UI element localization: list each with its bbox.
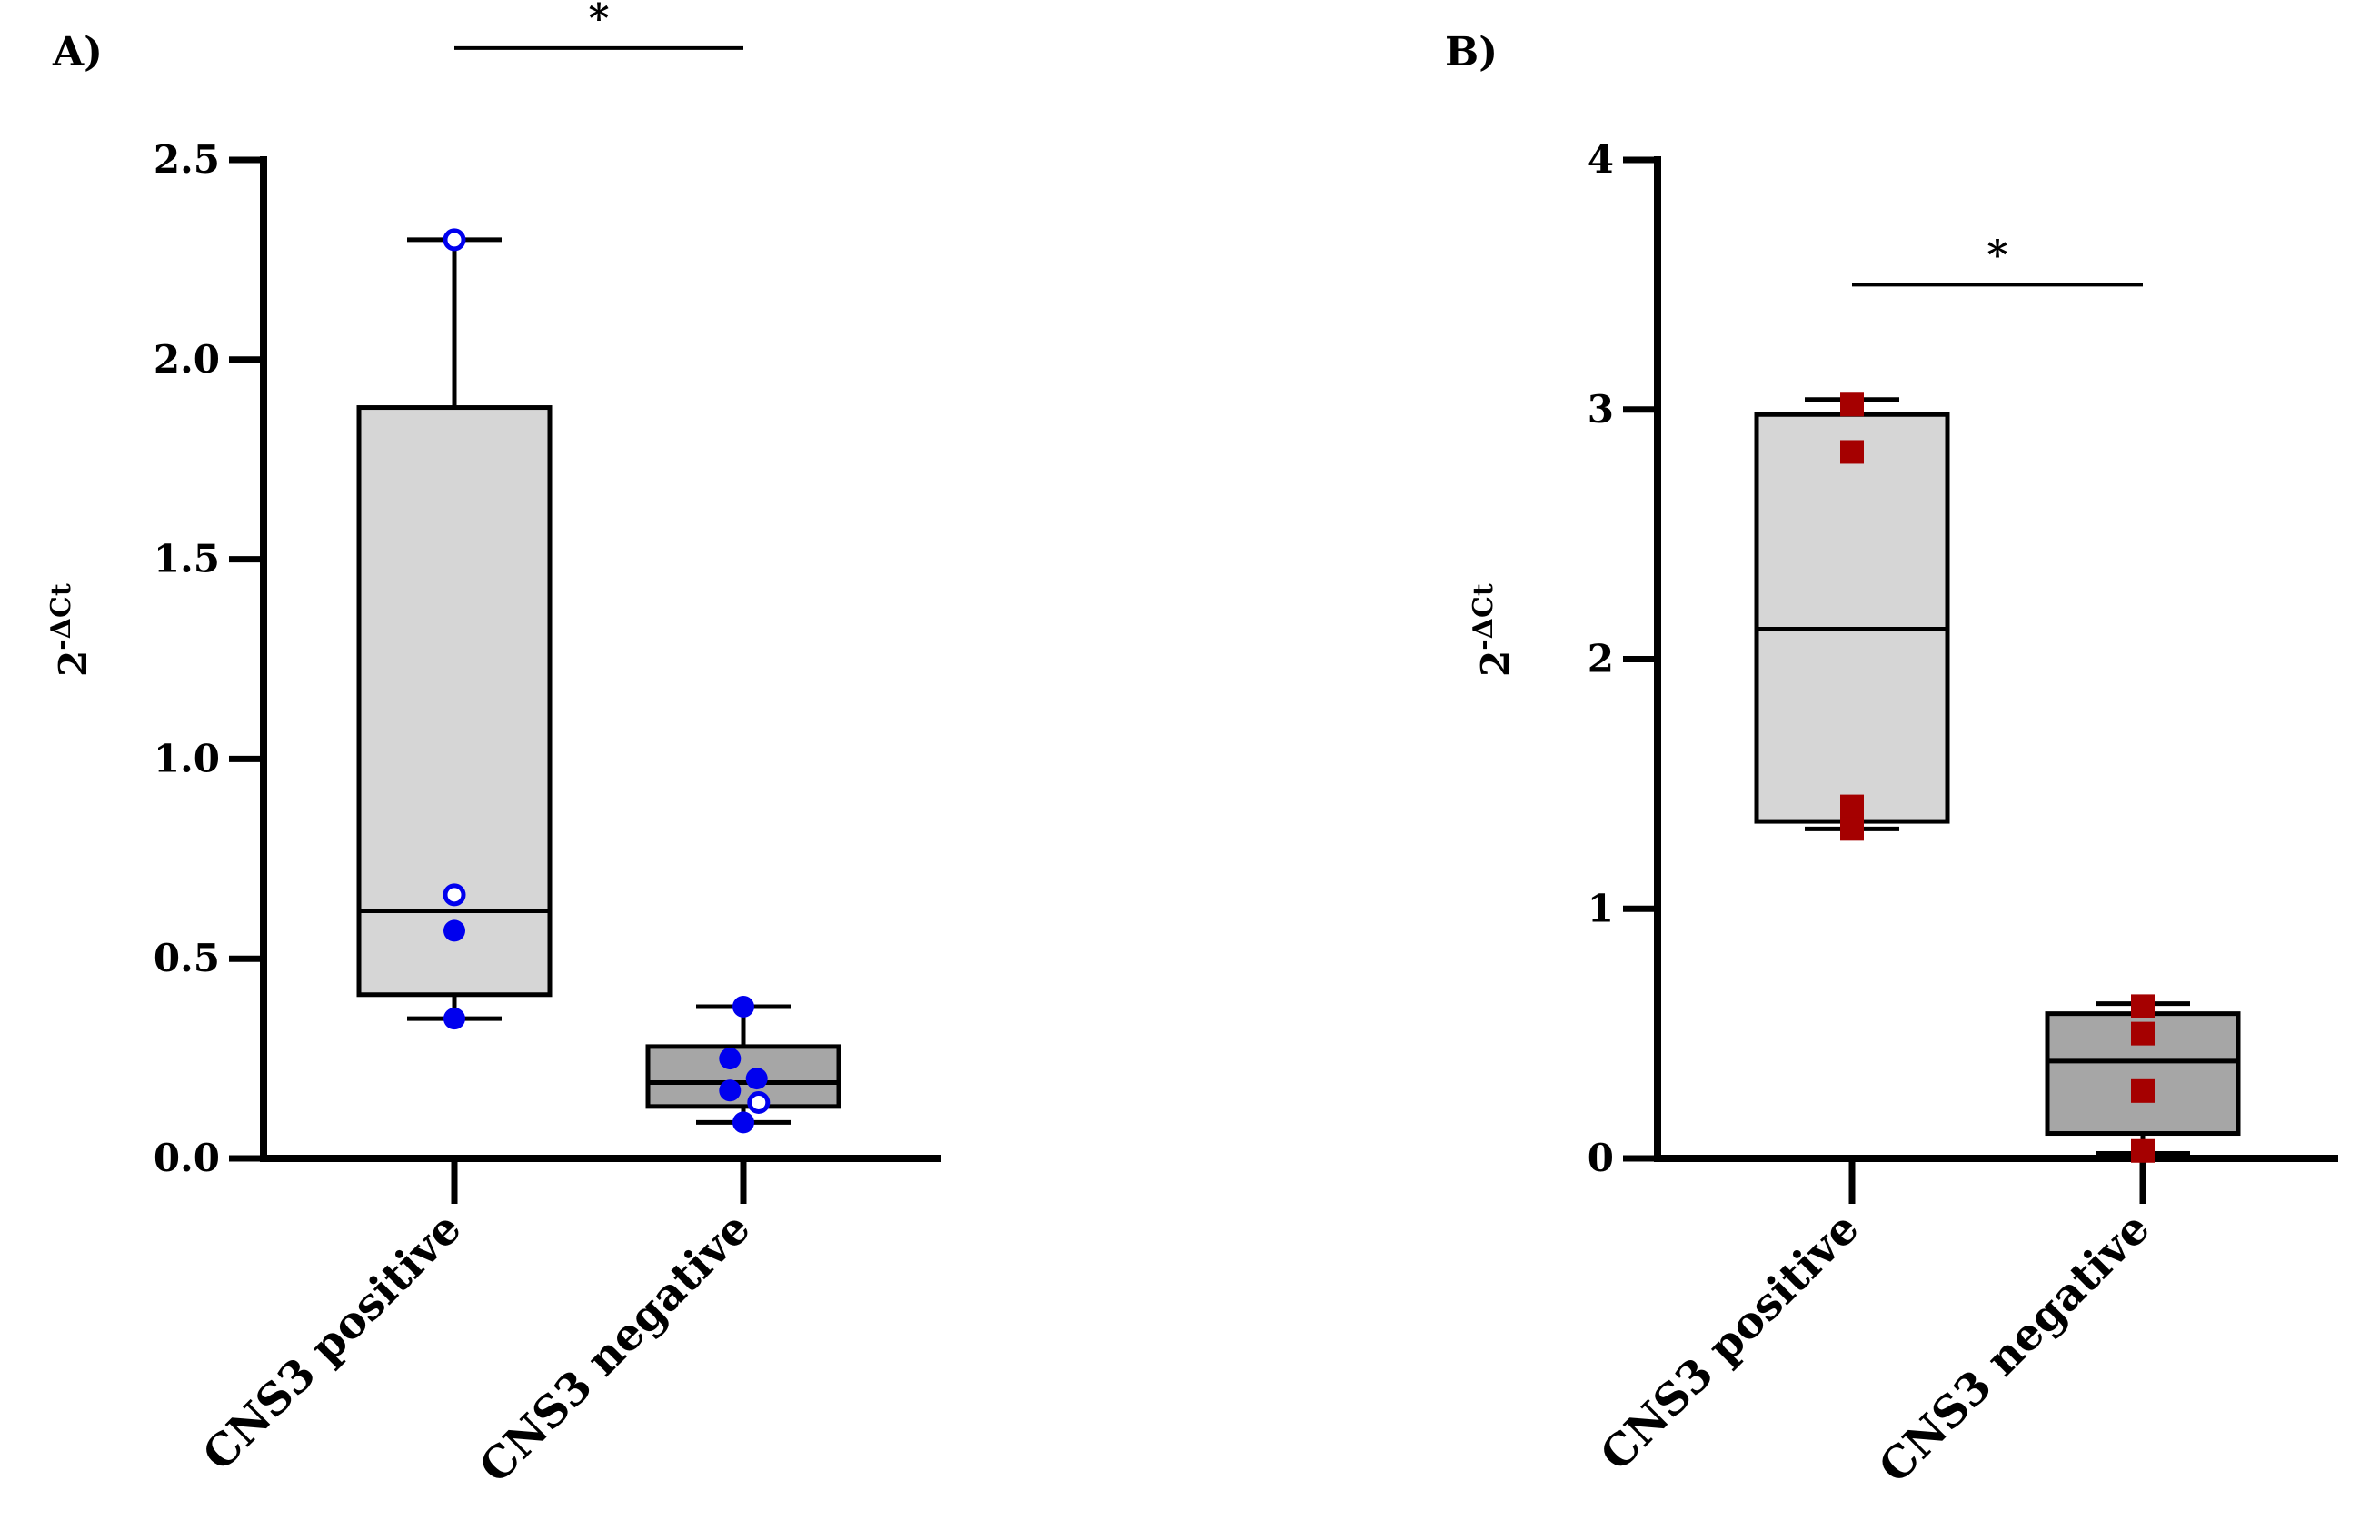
panel-b-category-label: CNS3 negative (1869, 1203, 2159, 1493)
panel-a-ytick-label: 0.5 (154, 936, 220, 980)
panel-a-ytick-label: 1.5 (154, 537, 220, 581)
panel-a-box (356, 405, 553, 998)
panel-b-significance-star: * (1987, 232, 2007, 278)
panel-b-box (1754, 412, 1950, 824)
panel-b-data-point (1840, 817, 1864, 841)
panel-a-ytick-label: 1.0 (154, 736, 220, 780)
panel-b-ytick-label: 3 (1588, 387, 1614, 432)
panel-b-data-point (2131, 1021, 2155, 1046)
panel-a-ylabel-sup: -ΔCt (45, 583, 77, 651)
panel-a-ytick-label: 2.0 (154, 337, 220, 382)
panel-a-data-point (443, 919, 465, 942)
panel-a-data-point (732, 995, 754, 1018)
panel-b-data-point (1840, 392, 1864, 417)
panel-a-data-point (443, 1008, 465, 1030)
panel-b-ytick-label: 4 (1588, 137, 1614, 182)
panel-b-data-point (1840, 794, 1864, 819)
panel-a-data-point-hollow (747, 1090, 771, 1114)
panel-b-ylabel-sup: -ΔCt (1468, 583, 1499, 651)
panel-a-data-point (732, 1111, 754, 1134)
panel-a-data-point-hollow (443, 883, 466, 907)
panel-a-category-label: CNS3 positive (194, 1203, 472, 1481)
panel-b-data-point (2131, 1078, 2155, 1103)
panel-b-ylabel-base: 2 (1473, 651, 1518, 677)
panel-a-data-point (719, 1079, 742, 1102)
panel-a: A) 2-ΔCt 0.0 0.5 1.0 1.5 2.0 2.5 CNS3 positive… (45, 0, 941, 1493)
panel-a-data-point (719, 1048, 742, 1070)
panel-b-ylabel: 2-ΔCt (1468, 583, 1518, 677)
panel-a-data-point-hollow (443, 228, 466, 252)
panel-b-label: B) (1445, 29, 1498, 75)
panel-a-ytick-label: 2.5 (154, 137, 220, 182)
panel-a-data-point (745, 1068, 768, 1090)
panel-a-significance-star: * (588, 0, 609, 42)
panel-b-ytick-label: 0 (1588, 1136, 1614, 1180)
panel-a-ylabel-base: 2 (51, 651, 95, 677)
panel-b-data-point (1840, 440, 1864, 464)
panel-a-category-label: CNS3 negative (470, 1203, 760, 1493)
panel-a-label: A) (52, 29, 103, 75)
panel-a-box (645, 1044, 841, 1109)
panel-b-category-label: CNS3 positive (1591, 1203, 1869, 1481)
panel-a-ytick-label: 0.0 (154, 1136, 220, 1180)
panel-b-data-point (2131, 994, 2155, 1018)
panel-b-data-point (2131, 1138, 2155, 1163)
panel-a-ylabel: 2-ΔCt (45, 583, 95, 677)
panel-b-ytick-label: 1 (1588, 886, 1614, 930)
panel-b-ytick-label: 2 (1588, 637, 1614, 681)
